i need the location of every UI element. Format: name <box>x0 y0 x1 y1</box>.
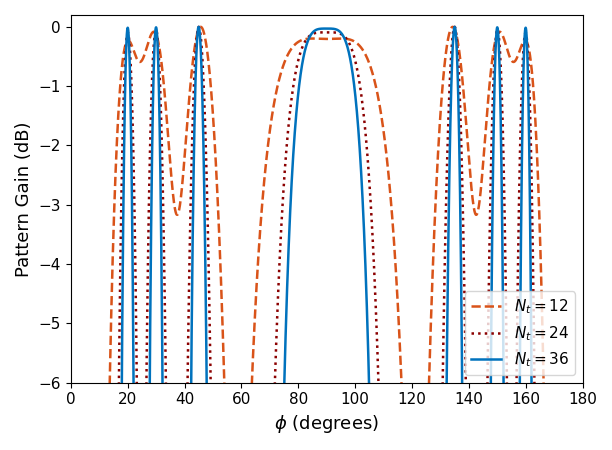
$N_t = 12$ <box>197 24 204 30</box>
$N_t = 24$ <box>488 126 496 132</box>
$N_t = 12$ <box>375 96 382 102</box>
$N_t = 36$ <box>451 24 458 30</box>
Y-axis label: Pattern Gain (dB): Pattern Gain (dB) <box>15 121 33 277</box>
$N_t = 12$ <box>264 148 271 153</box>
Line: $N_t = 12$: $N_t = 12$ <box>72 27 583 450</box>
$N_t = 12$ <box>488 58 496 64</box>
$N_t = 24$ <box>195 24 203 30</box>
$N_t = 12$ <box>450 24 457 30</box>
$N_t = 36$ <box>488 259 496 264</box>
Legend: $N_t = 12$, $N_t = 24$, $N_t = 36$: $N_t = 12$, $N_t = 24$, $N_t = 36$ <box>465 292 575 375</box>
$N_t = 36$ <box>449 39 457 44</box>
$N_t = 12$ <box>162 95 169 100</box>
Line: $N_t = 36$: $N_t = 36$ <box>72 27 583 450</box>
$N_t = 24$ <box>449 29 457 35</box>
$N_t = 24$ <box>161 307 168 312</box>
Line: $N_t = 24$: $N_t = 24$ <box>72 27 583 450</box>
X-axis label: $\phi$ (degrees): $\phi$ (degrees) <box>274 413 379 435</box>
$N_t = 24$ <box>375 377 382 382</box>
